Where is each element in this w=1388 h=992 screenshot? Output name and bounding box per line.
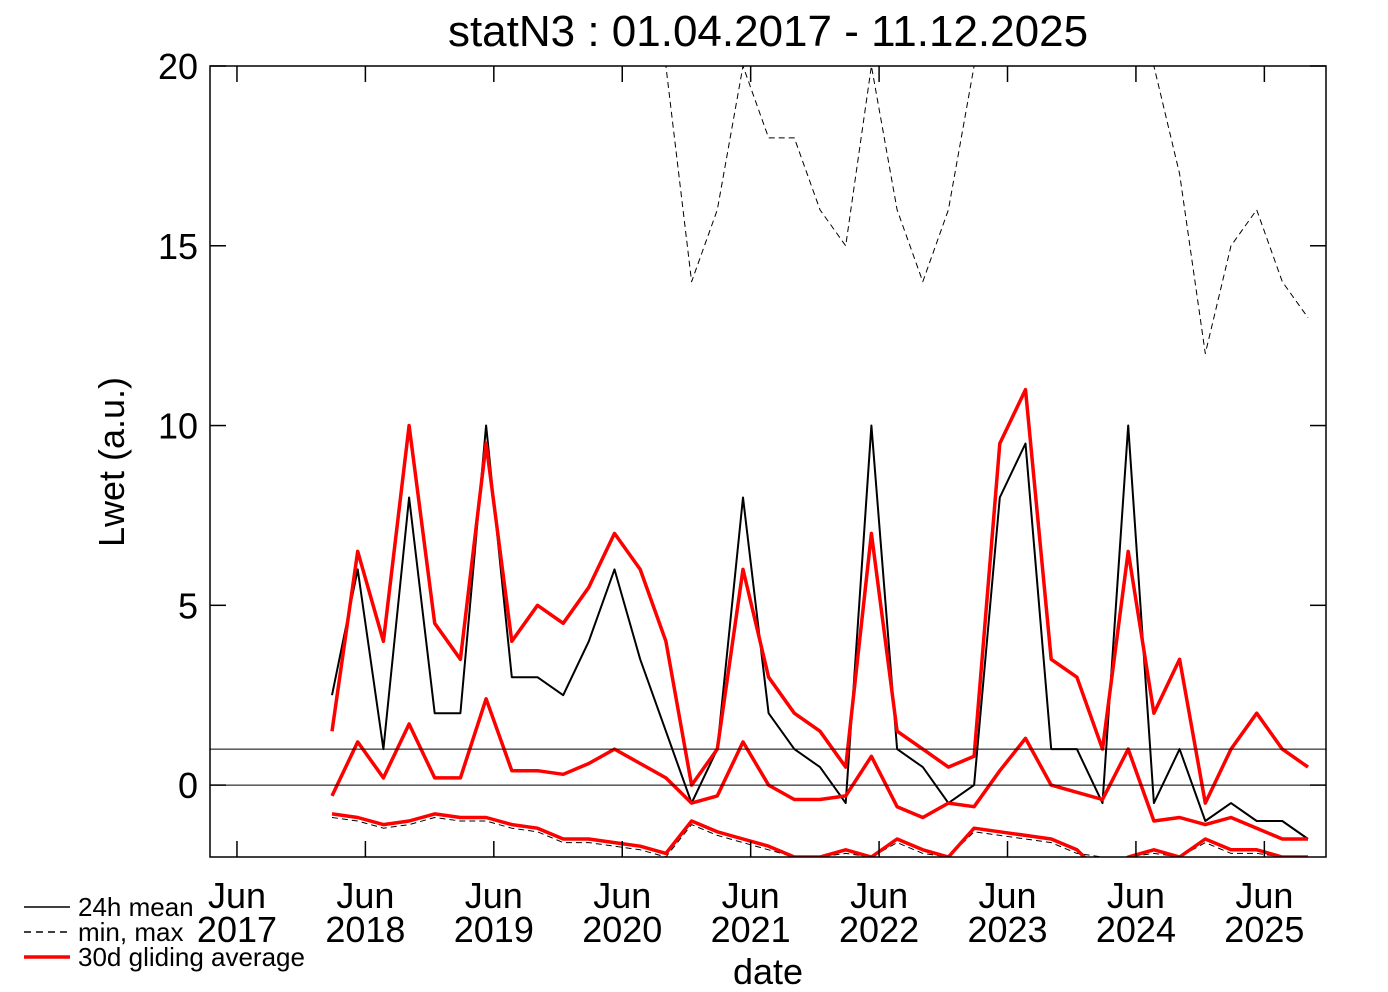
x-tick-label: Jun — [978, 875, 1036, 916]
x-tick-label: 2019 — [454, 909, 534, 950]
x-axis-label: date — [733, 951, 803, 992]
x-tick-label: Jun — [465, 875, 523, 916]
x-tick-label: 2024 — [1096, 909, 1176, 950]
x-tick-label: Jun — [850, 875, 908, 916]
legend-label: min, max — [78, 917, 183, 947]
x-tick-label: 2025 — [1224, 909, 1304, 950]
y-tick-label: 20 — [158, 46, 198, 87]
y-tick-label: 15 — [158, 226, 198, 267]
y-tick-label: 5 — [178, 585, 198, 626]
chart-title: statN3 : 01.04.2017 - 11.12.2025 — [448, 7, 1088, 56]
x-tick-label: Jun — [208, 875, 266, 916]
series-line — [330, 387, 1310, 805]
x-tick-label: Jun — [593, 875, 651, 916]
plot-area — [330, 66, 1310, 857]
x-tick-label: 2017 — [197, 909, 277, 950]
x-tick-label: 2020 — [582, 909, 662, 950]
series-line — [331, 812, 1308, 857]
x-tick-label: Jun — [722, 875, 780, 916]
y-axis-label: Lwet (a.u.) — [91, 377, 132, 547]
x-tick-label: 2022 — [839, 909, 919, 950]
x-tick-label: Jun — [336, 875, 394, 916]
series-line — [331, 817, 1308, 857]
x-tick-label: 2018 — [325, 909, 405, 950]
legend-label: 24h mean — [78, 892, 194, 922]
series-line — [332, 66, 1309, 355]
x-tick-label: Jun — [1107, 875, 1165, 916]
series-line — [330, 697, 1308, 841]
legend-label: 30d gliding average — [78, 942, 305, 972]
x-tick-label: 2023 — [967, 909, 1047, 950]
x-tick-label: 2021 — [711, 909, 791, 950]
y-tick-label: 0 — [178, 765, 198, 806]
y-tick-label: 10 — [158, 406, 198, 447]
x-tick-label: Jun — [1235, 875, 1293, 916]
plot-frame — [209, 65, 1327, 858]
series-line — [331, 424, 1309, 840]
